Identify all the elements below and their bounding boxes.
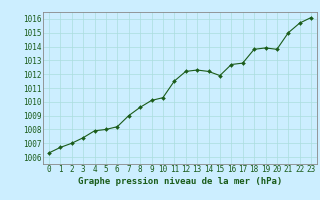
X-axis label: Graphe pression niveau de la mer (hPa): Graphe pression niveau de la mer (hPa) <box>78 177 282 186</box>
